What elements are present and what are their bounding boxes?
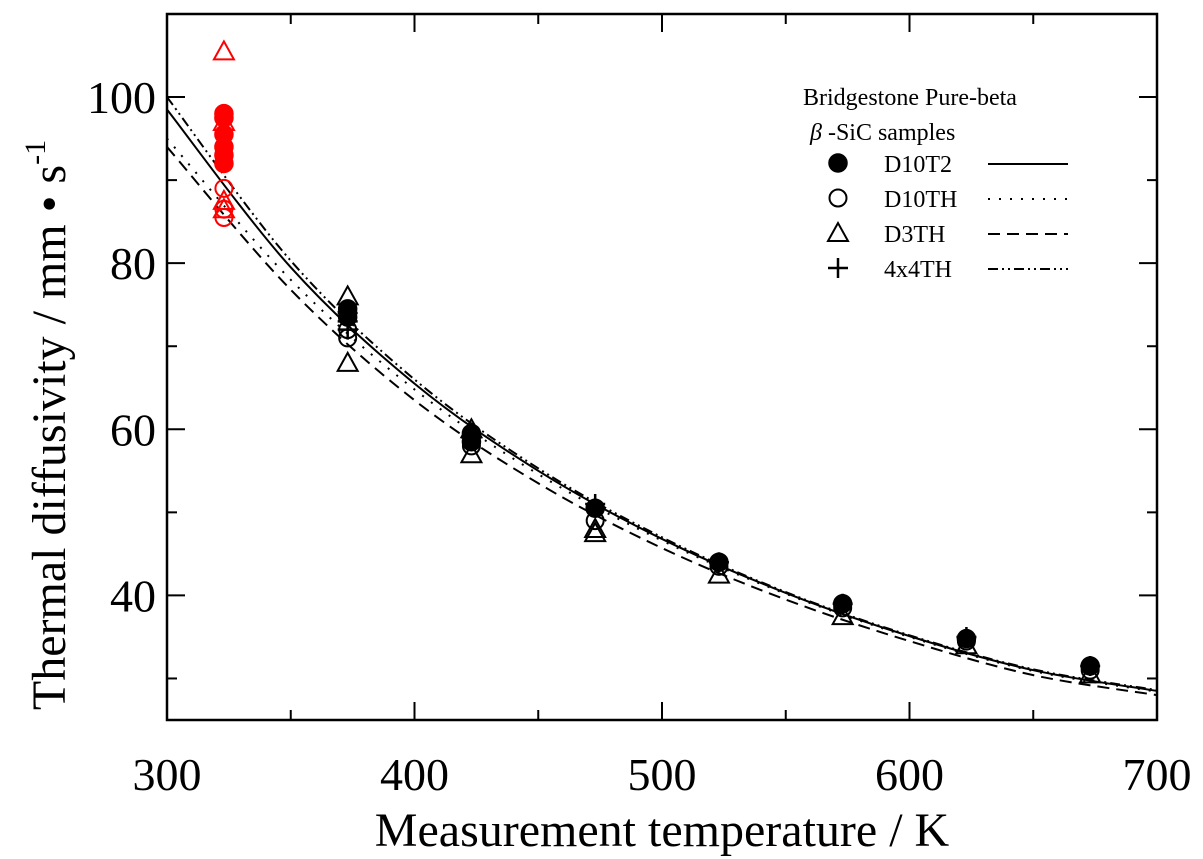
legend-label-d10t2: D10T2 [884, 152, 952, 178]
legend-marker-d3th [826, 220, 850, 242]
data-point-d3th [335, 350, 360, 372]
legend-marker-4x4th [828, 258, 848, 278]
data-point-4x4th [708, 552, 729, 573]
legend-marker-d10th [828, 188, 848, 208]
axis-ticks: 300 400 500 600 700 40 60 80 100 [87, 13, 1192, 800]
data-point-4x4th [337, 319, 358, 340]
legend-label-4x4th: 4x4TH [884, 257, 952, 283]
y-axis-label-main: Thermal diffusivity / mm • s [23, 165, 76, 710]
fit-curve-d10t2 [166, 108, 1158, 692]
legend-label-d10th: D10TH [884, 187, 957, 213]
legend-entries: D10T2 D10TH D3TH 4x4TH [826, 152, 1068, 283]
y-tick-label: 100 [87, 72, 156, 123]
data-point-d10th [214, 178, 234, 198]
legend-title-rest: -SiC samples [828, 120, 955, 146]
data-point-d3th [212, 188, 236, 210]
data-point-4x4th [956, 626, 977, 647]
x-tick-label: 500 [628, 749, 697, 800]
x-tick-label: 400 [380, 749, 449, 800]
data-point-4x4th [1080, 656, 1101, 677]
data-point-d3th [212, 197, 236, 219]
data-point-d3th [830, 604, 855, 626]
data-point-4x4th [832, 593, 853, 614]
data-point-d3th [212, 109, 236, 131]
y-axis-label-exponent: -1 [19, 140, 52, 165]
y-tick-label: 80 [110, 238, 156, 289]
y-tick-label: 60 [110, 404, 156, 455]
legend-title-beta: β [809, 120, 822, 146]
plot-frame [165, 12, 1159, 722]
x-tick-label: 600 [875, 749, 944, 800]
data-point-d3th [707, 562, 731, 584]
data-point-d3th [459, 442, 484, 464]
data-point-d3th [1078, 662, 1102, 684]
legend-title-line1: Bridgestone Pure-beta [803, 85, 1017, 111]
fit-curve-4x4th [166, 96, 1158, 692]
data-points [212, 39, 1102, 684]
data-point-4x4th [461, 427, 482, 448]
data-point-d3th [212, 39, 236, 61]
data-point-4x4th [585, 494, 606, 515]
y-tick-label: 40 [110, 570, 156, 621]
legend-marker-d10t2 [828, 153, 848, 173]
x-tick-label: 700 [1123, 749, 1192, 800]
x-tick-label: 300 [133, 749, 202, 800]
fit-curves [166, 96, 1158, 697]
y-axis-label: Thermal diffusivity / mm • s-1 [19, 140, 76, 710]
data-point-d3th [954, 633, 979, 655]
data-point-d3th [583, 521, 607, 543]
fit-curve-d10th [166, 137, 1158, 693]
fit-curve-d3th [166, 146, 1158, 697]
data-point-d10t2 [214, 153, 234, 174]
data-point-d3th [583, 516, 607, 538]
legend: Bridgestone Pure-beta β -SiC samples D10T… [803, 85, 1068, 283]
x-axis-label: Measurement temperature / K [375, 804, 950, 857]
legend-label-d3th: D3TH [884, 222, 945, 248]
legend-title-line2: β -SiC samples [809, 120, 955, 146]
